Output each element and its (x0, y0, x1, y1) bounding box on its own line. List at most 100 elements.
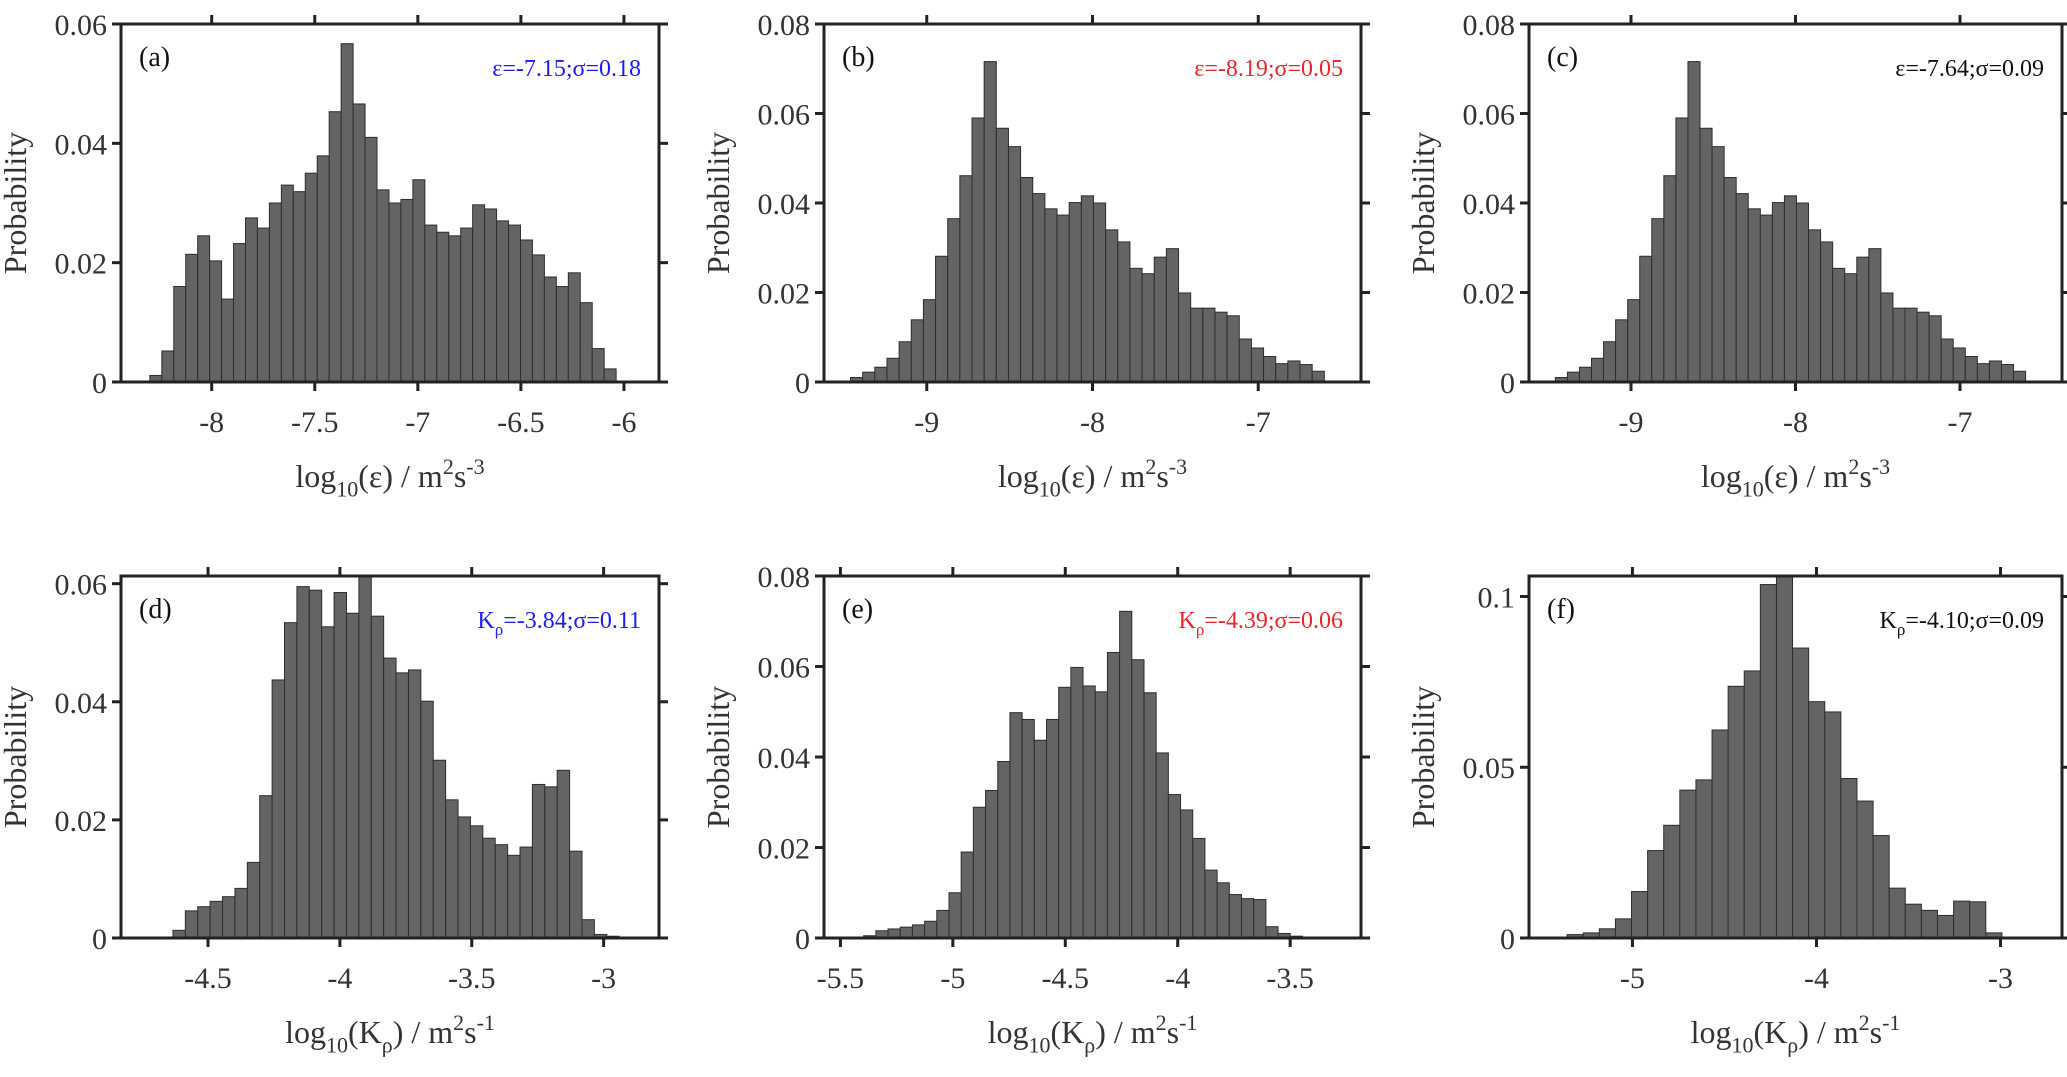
histogram-bar (544, 786, 558, 939)
histogram-bar (1045, 718, 1060, 939)
x-tick-label: -3 (591, 962, 616, 995)
histogram-bar (173, 286, 187, 383)
x-tick-label: -5 (1620, 962, 1645, 995)
histogram-bar (1192, 837, 1206, 939)
histogram-bar (1033, 739, 1047, 939)
histogram-bar (1180, 809, 1194, 939)
subscript: ρ (382, 1033, 393, 1058)
histogram-bar (922, 299, 937, 383)
histogram-bar (997, 761, 1011, 939)
histogram-bar (1009, 712, 1023, 939)
histogram-bar (2000, 364, 2015, 383)
histogram-bar (1082, 685, 1096, 939)
y-tick-label: 0.04 (55, 687, 108, 720)
histogram-bar (935, 255, 949, 383)
stats-annotation: Kρ=-3.84;σ=0.11 (477, 608, 641, 639)
histogram-bar (1892, 307, 1906, 383)
histogram-bar (886, 357, 900, 383)
histogram-bar (1880, 292, 1894, 383)
histogram-bar (983, 61, 997, 383)
histogram-bar (1263, 355, 1277, 383)
histogram-bar (960, 851, 974, 939)
histogram-bar (370, 615, 385, 939)
histogram-bar (1964, 355, 1978, 383)
histogram-bar (333, 592, 347, 939)
histogram-bar (985, 789, 999, 939)
panel-letter: (a) (139, 42, 170, 73)
histogram-bar (1735, 193, 1749, 383)
histogram-bar (445, 799, 459, 939)
subscript: ρ (495, 620, 503, 639)
histogram-bar (579, 302, 593, 383)
histogram-bar (448, 235, 462, 383)
x-tick-label: -7 (405, 406, 430, 439)
text-run: ε=-8.19;σ=0.05 (1194, 56, 1343, 82)
y-axis-label: Probability (1405, 686, 1441, 828)
histogram-bar (358, 575, 372, 939)
histogram-bar (1953, 900, 1971, 939)
x-tick-label: -4.5 (1042, 962, 1090, 995)
histogram-bar (1775, 575, 1794, 939)
histogram-bar (591, 348, 605, 383)
stats-annotation: ε=-8.19;σ=0.05 (1194, 56, 1343, 82)
histogram-bar (340, 43, 354, 383)
y-tick-label: 0 (1500, 367, 1515, 400)
histogram-bar (284, 622, 298, 939)
histogram-bar (469, 825, 484, 939)
histogram-bar (1228, 894, 1243, 939)
superscript: 2 (1859, 1010, 1870, 1035)
y-axis-label: Probability (0, 132, 33, 274)
text-run: s (1859, 458, 1871, 494)
histogram-bar (1952, 347, 1966, 383)
histogram-bar (947, 218, 961, 383)
superscript: 2 (1156, 1010, 1167, 1035)
histogram-bar (1275, 363, 1289, 383)
histogram-bar (221, 298, 235, 383)
text-run: s (1167, 1014, 1179, 1050)
histogram-bar (271, 679, 286, 939)
y-tick-label: 0.08 (758, 561, 811, 594)
y-tick-label: 0.06 (55, 569, 108, 602)
histogram-bar (1070, 666, 1084, 939)
histogram-bar (245, 217, 258, 383)
histogram-bar (1627, 299, 1641, 383)
histogram-bar (292, 191, 306, 383)
text-run: =-4.10;σ=0.09 (1905, 608, 2044, 634)
histogram-bar (569, 850, 583, 939)
histogram-bar (222, 896, 236, 939)
histogram-bar (1856, 800, 1874, 939)
histogram-bar (1080, 195, 1094, 383)
histogram-bar (1056, 214, 1070, 383)
text-run: K (477, 608, 495, 634)
histogram-bar (1214, 311, 1228, 383)
superscript: -3 (1169, 454, 1187, 479)
histogram-bar (316, 155, 330, 383)
histogram-bar (1940, 338, 1954, 383)
histogram-bar (971, 117, 985, 383)
histogram-bar (234, 887, 248, 939)
superscript: 2 (1145, 454, 1156, 479)
subscript: 10 (1028, 1033, 1050, 1058)
text-run: (ε) / m (358, 458, 443, 494)
y-tick-label: 0.04 (55, 128, 108, 161)
subscript: 10 (1742, 477, 1764, 502)
histogram-bar (321, 626, 335, 939)
text-run: log (295, 458, 336, 494)
histogram-bar (1820, 241, 1834, 383)
y-tick-label: 0.08 (758, 9, 811, 42)
histogram-bar (1068, 202, 1082, 383)
histogram-bar (1651, 218, 1665, 383)
panel-letter: (b) (842, 42, 875, 73)
histogram-bar (1021, 718, 1035, 939)
histogram-bar (1153, 256, 1167, 383)
text-run: (K (1753, 1014, 1787, 1050)
text-run: (K (1050, 1014, 1084, 1050)
histogram-bar (1287, 360, 1301, 383)
histogram-bar (407, 669, 422, 939)
x-axis-label: log10(ε) / m2s-3 (295, 454, 484, 501)
histogram-bar (1299, 364, 1313, 383)
y-tick-label: 0.02 (1463, 278, 1516, 311)
histogram-bar (256, 227, 270, 383)
subscript: 10 (326, 1033, 348, 1058)
